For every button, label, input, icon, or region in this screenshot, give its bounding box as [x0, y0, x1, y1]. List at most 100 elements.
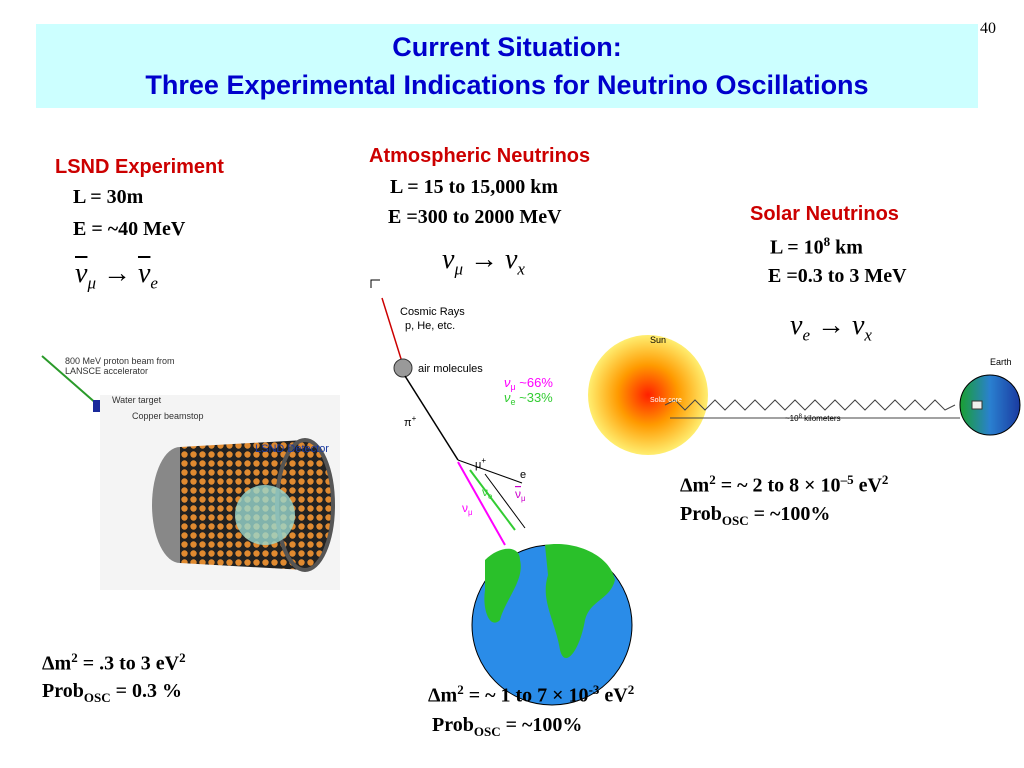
- text: eV: [853, 474, 882, 497]
- text: Δm: [42, 652, 72, 675]
- text: eV: [599, 684, 628, 707]
- label: νe ~33%: [504, 390, 553, 407]
- sup: 2: [71, 650, 78, 665]
- sub: e: [511, 397, 516, 407]
- mass-diff: Δm2 = ~ 1 to 7 × 10-3 eV2: [428, 682, 634, 708]
- label: air molecules: [418, 363, 483, 375]
- label: νμ ~66%: [504, 375, 553, 392]
- text: = ~ 1 to 7 × 10: [463, 684, 589, 707]
- sup: -3: [588, 682, 600, 697]
- probability: ProbOSC = ~100%: [432, 714, 582, 740]
- label: Copper beamstop: [132, 411, 204, 421]
- label: ~108 kilometers: [785, 414, 841, 423]
- sup: 2: [881, 472, 889, 487]
- text: ~66%: [516, 375, 554, 390]
- sub: OSC: [473, 724, 501, 739]
- text: Prob: [42, 680, 84, 702]
- heading: LSND Experiment: [55, 156, 224, 178]
- sub: e: [488, 492, 493, 501]
- text: = ~100%: [748, 503, 831, 525]
- text: ν: [515, 487, 521, 501]
- text: Δm: [428, 684, 458, 707]
- sub: OSC: [83, 690, 111, 705]
- param: L = 108 km: [770, 234, 863, 260]
- text: km: [830, 236, 863, 259]
- text: Prob: [680, 503, 722, 525]
- label: Water target: [112, 395, 162, 405]
- sub: μ: [454, 259, 463, 279]
- sup: 2: [457, 682, 464, 697]
- sub: μ: [87, 273, 96, 293]
- heading: Atmospheric Neutrinos: [369, 145, 591, 167]
- sup: 2: [179, 650, 186, 665]
- text: = ~ 2 to 8 × 10: [715, 474, 841, 497]
- sup: +: [412, 414, 417, 423]
- symbol: ν: [442, 244, 455, 275]
- text: L = 10: [770, 236, 824, 259]
- label: LSND Detector: [255, 443, 329, 455]
- sup: 8: [823, 234, 831, 249]
- param: E =300 to 2000 MeV: [388, 206, 562, 228]
- mass-diff: Δm2 = ~ 2 to 8 × 10–5 eV2: [680, 472, 888, 498]
- sub: μ: [511, 382, 516, 392]
- text: ~33%: [516, 390, 554, 405]
- sup: +: [481, 456, 486, 465]
- mass-diff: Δm2 = .3 to 3 eV2: [42, 650, 186, 676]
- page-number: 40: [980, 20, 996, 37]
- title-line: Current Situation:: [392, 32, 622, 62]
- arrow: →: [816, 310, 845, 341]
- arrow: →: [102, 258, 131, 289]
- symbol: ν: [137, 258, 151, 289]
- param: L = 30m: [73, 186, 144, 208]
- label: LANSCE accelerator: [65, 366, 148, 376]
- sup: 2: [627, 682, 635, 697]
- label: νμ: [515, 487, 526, 503]
- text: = 0.3 %: [110, 680, 182, 702]
- symbol: ν: [851, 310, 865, 341]
- text: π: [404, 417, 412, 429]
- label: νμ: [462, 501, 473, 517]
- probability: ProbOSC = ~100%: [680, 503, 830, 529]
- arrow: →: [469, 244, 498, 275]
- label: Solar core: [650, 397, 682, 404]
- symbol: ν: [75, 258, 88, 289]
- symbol: ν: [504, 244, 518, 275]
- probability: ProbOSC = 0.3 %: [42, 680, 182, 706]
- symbol: ν: [790, 310, 803, 341]
- label: μ+: [475, 456, 486, 471]
- param: E =0.3 to 3 MeV: [768, 265, 907, 287]
- text: μ: [475, 459, 481, 471]
- sub: μ: [521, 494, 526, 503]
- sub: e: [802, 325, 810, 345]
- label: νe: [482, 485, 493, 501]
- atmospheric-diagram: Cosmic Rays p, He, etc. air molecules π+…: [370, 279, 633, 706]
- title-box: Current Situation: Three Experimental In…: [36, 24, 978, 108]
- text: ν: [482, 485, 488, 499]
- heading: Solar Neutrinos: [750, 203, 899, 225]
- label: Earth: [990, 357, 1012, 367]
- reaction: νμ → νx: [442, 244, 525, 280]
- param: E = ~40 MeV: [73, 218, 186, 240]
- label: Cosmic Rays: [400, 306, 465, 318]
- text: ~10: [785, 414, 799, 423]
- text: Δm: [680, 474, 710, 497]
- text: ν: [504, 390, 511, 405]
- reaction: νμ → νe: [75, 258, 158, 294]
- label: e: [520, 469, 526, 481]
- text: ν: [504, 375, 511, 390]
- sup: 2: [709, 472, 716, 487]
- reaction: νe → νx: [790, 310, 872, 346]
- label: 800 MeV proton beam from: [65, 356, 175, 366]
- label: Sun: [650, 335, 666, 345]
- text: ν: [462, 501, 468, 515]
- text: kilometers: [802, 414, 841, 423]
- sup: –5: [840, 472, 854, 487]
- sub: OSC: [721, 513, 749, 528]
- text: Prob: [432, 714, 474, 736]
- sub: e: [150, 273, 158, 293]
- lsnd-diagram: 800 MeV proton beam from LANSCE accelera…: [41, 355, 340, 590]
- solar-diagram: Sun Earth Solar core ~108 kilometers: [588, 335, 1021, 455]
